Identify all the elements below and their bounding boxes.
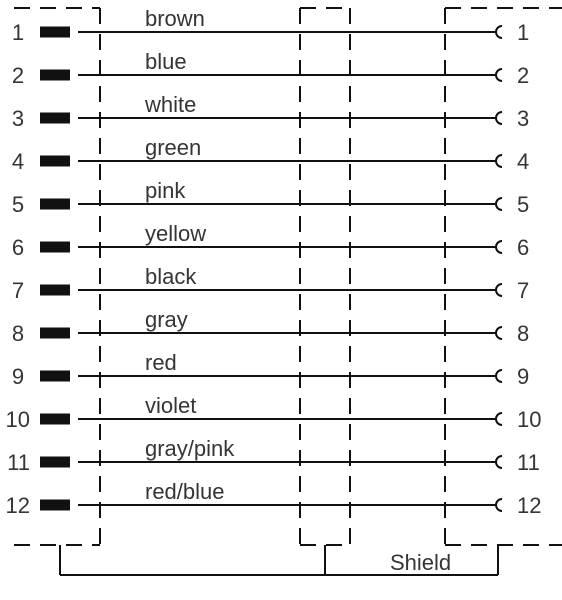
right-pin-2: 2 xyxy=(517,63,529,88)
terminal-square-3 xyxy=(40,113,70,124)
left-pin-11: 11 xyxy=(7,450,30,475)
wire-label-7: black xyxy=(145,264,197,289)
terminal-square-5 xyxy=(40,199,70,210)
terminal-square-4 xyxy=(40,156,70,167)
right-pin-9: 9 xyxy=(517,364,529,389)
terminal-square-9 xyxy=(40,371,70,382)
right-pin-11: 11 xyxy=(517,450,540,475)
terminal-square-12 xyxy=(40,500,70,511)
left-pin-2: 2 xyxy=(12,63,24,88)
left-pin-10: 10 xyxy=(6,407,30,432)
left-pin-1: 1 xyxy=(12,20,24,45)
shield-label: Shield xyxy=(390,550,451,575)
left-pin-5: 5 xyxy=(12,192,24,217)
right-pin-10: 10 xyxy=(517,407,541,432)
wire-label-5: pink xyxy=(145,178,186,203)
terminal-square-10 xyxy=(40,414,70,425)
wire-label-6: yellow xyxy=(145,221,206,246)
terminal-square-6 xyxy=(40,242,70,253)
terminal-square-7 xyxy=(40,285,70,296)
wire-label-11: gray/pink xyxy=(145,436,235,461)
wire-label-3: white xyxy=(144,92,196,117)
terminal-square-2 xyxy=(40,70,70,81)
wiring-diagram: 11brown22blue33white44green55pink66yello… xyxy=(0,0,562,600)
wire-label-10: violet xyxy=(145,393,196,418)
left-pin-6: 6 xyxy=(12,235,24,260)
left-pin-3: 3 xyxy=(12,106,24,131)
wire-label-1: brown xyxy=(145,6,205,31)
right-pin-3: 3 xyxy=(517,106,529,131)
left-pin-4: 4 xyxy=(12,149,24,174)
right-pin-12: 12 xyxy=(517,493,541,518)
right-pin-7: 7 xyxy=(517,278,529,303)
left-pin-12: 12 xyxy=(6,493,30,518)
wire-label-8: gray xyxy=(145,307,188,332)
right-pin-5: 5 xyxy=(517,192,529,217)
terminal-square-1 xyxy=(40,27,70,38)
left-pin-8: 8 xyxy=(12,321,24,346)
wire-label-12: red/blue xyxy=(145,479,225,504)
terminal-square-11 xyxy=(40,457,70,468)
left-pin-7: 7 xyxy=(12,278,24,303)
right-pin-4: 4 xyxy=(517,149,529,174)
terminal-square-8 xyxy=(40,328,70,339)
wire-label-9: red xyxy=(145,350,177,375)
right-pin-1: 1 xyxy=(517,20,529,45)
right-pin-6: 6 xyxy=(517,235,529,260)
wire-label-4: green xyxy=(145,135,201,160)
right-pin-8: 8 xyxy=(517,321,529,346)
left-pin-9: 9 xyxy=(12,364,24,389)
wire-label-2: blue xyxy=(145,49,187,74)
